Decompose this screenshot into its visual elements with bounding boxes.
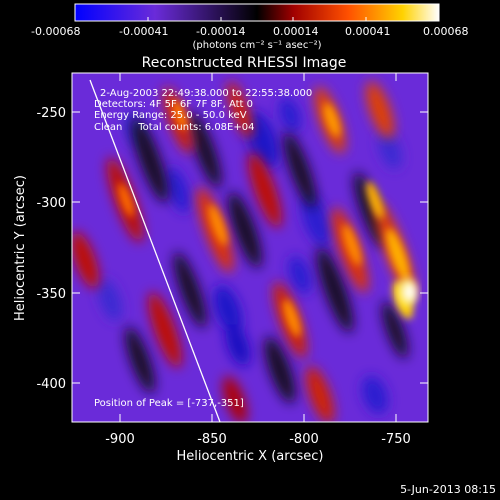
x-tick-marks [119,73,397,422]
colorbar-gradient [74,3,440,22]
colorbar-tick-label: 0.00041 [345,25,391,38]
annotation-clean-counts: Clean Total counts: 6.08E+04 [94,122,254,133]
colorbar-unit-label: (photons cm⁻² s⁻¹ asec⁻²) [192,40,321,51]
plot-frame [71,72,429,423]
x-tick-label: -900 [105,432,135,447]
y-tick-label: -350 [36,287,66,302]
plot-title: Reconstructed RHESSI Image [142,55,347,71]
y-tick-marks [72,111,428,384]
colorbar-tick-label: -0.00068 [31,25,80,38]
y-tick-label: -250 [36,106,66,121]
x-tick-label: -800 [289,432,319,447]
peak-position-label: Position of Peak = [-737,-351] [94,398,244,409]
colorbar-tick-label: -0.00014 [196,25,245,38]
colorbar-tick-label: -0.00041 [119,25,168,38]
image-blobs-bright [118,99,414,337]
annotation-detectors: Detectors: 4F 5F 6F 7F 8F, Att 0 [94,99,253,110]
x-tick-label: -750 [381,432,411,447]
annotation-energy-range: Energy Range: 25.0 - 50.0 keV [94,110,247,121]
colorbar: -0.00068 -0.00041 -0.00014 0.00014 0.000… [31,3,469,51]
solar-limb-line [89,79,221,422]
image-blobs-dark [125,112,408,404]
colorbar-tick-label: 0.00068 [423,25,469,38]
y-tick-label: -400 [36,377,66,392]
annotation-time-range: 2-Aug-2003 22:49:38.000 to 22:55:38.000 [100,88,312,99]
y-tick-label: -300 [36,196,66,211]
image-area [72,73,428,422]
y-axis-label: Heliocentric Y (arcsec) [13,175,28,321]
x-axis-label: Heliocentric X (arcsec) [177,449,324,464]
colorbar-tick-label: 0.00014 [273,25,319,38]
footer-date: 5-Jun-2013 08:15 [400,483,496,496]
x-tick-label: -850 [197,432,227,447]
observation-annotations: 2-Aug-2003 22:49:38.000 to 22:55:38.000 … [94,88,312,133]
peak-source [398,278,418,306]
